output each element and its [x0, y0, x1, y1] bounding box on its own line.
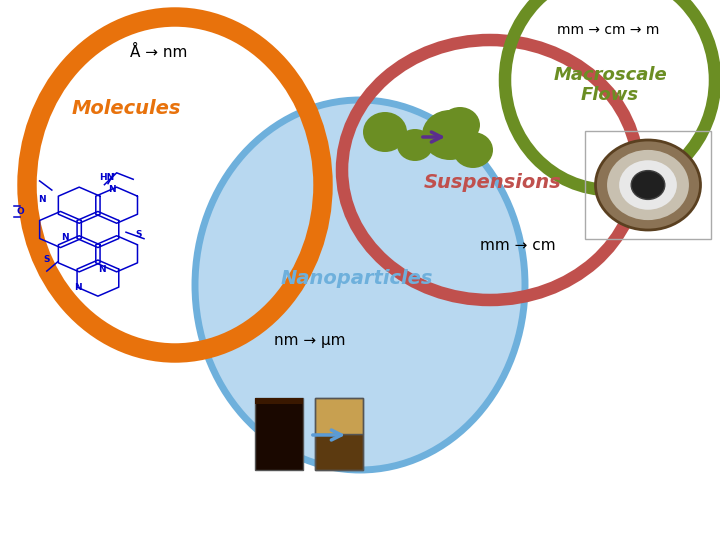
Text: N: N — [38, 195, 45, 204]
Text: S: S — [135, 231, 142, 239]
Text: Molecules: Molecules — [72, 98, 181, 118]
Text: Nanoparticles: Nanoparticles — [281, 268, 433, 287]
Bar — [255, 398, 303, 404]
Ellipse shape — [422, 110, 478, 160]
Text: N: N — [61, 233, 68, 242]
Text: Å → nm: Å → nm — [130, 44, 187, 59]
Text: HN: HN — [99, 173, 114, 181]
Ellipse shape — [440, 107, 480, 143]
Text: N: N — [108, 185, 115, 193]
Ellipse shape — [619, 160, 677, 210]
Bar — [315, 434, 363, 470]
Text: mm → cm → m: mm → cm → m — [557, 23, 660, 37]
Text: nm → μm: nm → μm — [274, 333, 346, 348]
Bar — [315, 398, 363, 470]
Text: N: N — [74, 283, 81, 292]
Ellipse shape — [397, 129, 433, 161]
Text: Macroscale
Flows: Macroscale Flows — [553, 65, 667, 104]
Ellipse shape — [363, 112, 407, 152]
Text: mm → cm: mm → cm — [480, 238, 556, 253]
Text: S: S — [43, 255, 50, 264]
Text: N: N — [99, 266, 106, 274]
Bar — [255, 398, 303, 470]
Ellipse shape — [195, 100, 525, 470]
Bar — [315, 398, 363, 434]
Text: O: O — [17, 207, 24, 216]
Text: Suspensions: Suspensions — [424, 172, 562, 192]
Ellipse shape — [631, 171, 665, 199]
Ellipse shape — [607, 150, 689, 220]
Bar — [585, 131, 711, 239]
Ellipse shape — [595, 140, 701, 230]
Ellipse shape — [453, 132, 493, 168]
